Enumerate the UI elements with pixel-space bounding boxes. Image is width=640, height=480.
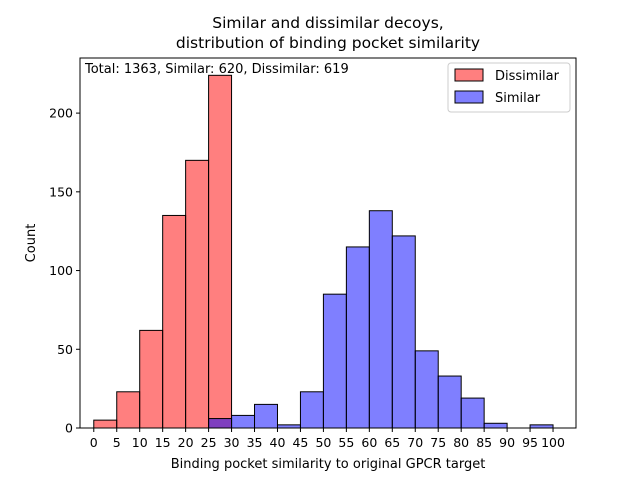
x-axis-ticks: 0 5 10 15 20 25 30 35 40 45 50 55 60 65 70 75 80 85 90 95 10… <box>90 428 565 450</box>
y-tick-label: 50 <box>57 342 73 357</box>
bar-similar-70 <box>414 350 439 429</box>
bar-similar-75 <box>437 375 462 429</box>
x-tick-label: 50 <box>315 435 331 450</box>
x-axis-label: Binding pocket similarity to original GP… <box>171 457 486 472</box>
x-tick-label: 75 <box>430 435 446 450</box>
x-tick-label: 55 <box>338 435 354 450</box>
x-tick-label: 80 <box>453 435 469 450</box>
y-tick-label: 0 <box>65 421 73 436</box>
x-tick-label: 40 <box>270 435 286 450</box>
legend: Dissimilar Similar <box>447 62 571 113</box>
bar-similar-35 <box>254 403 278 429</box>
x-tick-label: 20 <box>178 435 194 450</box>
x-tick-label: 85 <box>476 435 492 450</box>
bar-dissimilar-0 <box>93 419 118 429</box>
bar-similar-65 <box>391 235 416 429</box>
bar-dissimilar-15 <box>162 214 187 429</box>
bar-dissimilar-20 <box>185 159 210 429</box>
bar-similar-80 <box>460 397 485 429</box>
bar-similar-55 <box>345 246 370 429</box>
bar-similar-45 <box>299 391 324 429</box>
bars-layer <box>93 74 554 429</box>
x-tick-label: 45 <box>292 435 308 450</box>
x-tick-label: 35 <box>247 435 263 450</box>
bar-dissimilar-25 <box>208 74 233 429</box>
legend-swatch-dissimilar <box>454 68 484 82</box>
x-tick-label: 30 <box>224 435 240 450</box>
legend-label-dissimilar: Dissimilar <box>495 69 560 84</box>
x-tick-label: 10 <box>132 435 148 450</box>
y-axis-ticks: 0 50 100 150 200 <box>49 106 80 436</box>
bar-similar-85 <box>483 422 508 429</box>
bar-similar-50 <box>322 293 347 429</box>
bar-similar-25 <box>208 418 233 429</box>
plot-area-frame <box>79 57 577 429</box>
x-tick-label: 0 <box>90 435 98 450</box>
bar-similar-30 <box>231 414 256 429</box>
x-tick-label: 95 <box>522 435 538 450</box>
x-tick-label: 90 <box>499 435 515 450</box>
x-tick-label: 100 <box>541 435 565 450</box>
x-tick-label: 25 <box>201 435 217 450</box>
legend-label-similar: Similar <box>495 91 541 106</box>
y-tick-label: 100 <box>49 263 73 278</box>
bar-dissimilar-10 <box>139 329 164 429</box>
y-axis-label: Count <box>24 224 39 263</box>
x-tick-label: 70 <box>407 435 423 450</box>
x-tick-label: 5 <box>113 435 121 450</box>
totals-annotation: Total: 1363, Similar: 620, Dissimilar: 6… <box>84 62 349 77</box>
x-tick-label: 15 <box>155 435 171 450</box>
y-tick-label: 150 <box>49 184 73 199</box>
x-tick-label: 60 <box>361 435 377 450</box>
chart-title-line-1: Similar and dissimilar decoys, <box>212 14 443 32</box>
y-tick-label: 200 <box>49 106 73 121</box>
x-tick-label: 65 <box>384 435 400 450</box>
legend-swatch-similar <box>454 90 484 104</box>
bar-dissimilar-5 <box>116 391 141 429</box>
chart-title-line-2: distribution of binding pocket similarit… <box>176 34 480 52</box>
bar-similar-60 <box>368 210 393 429</box>
